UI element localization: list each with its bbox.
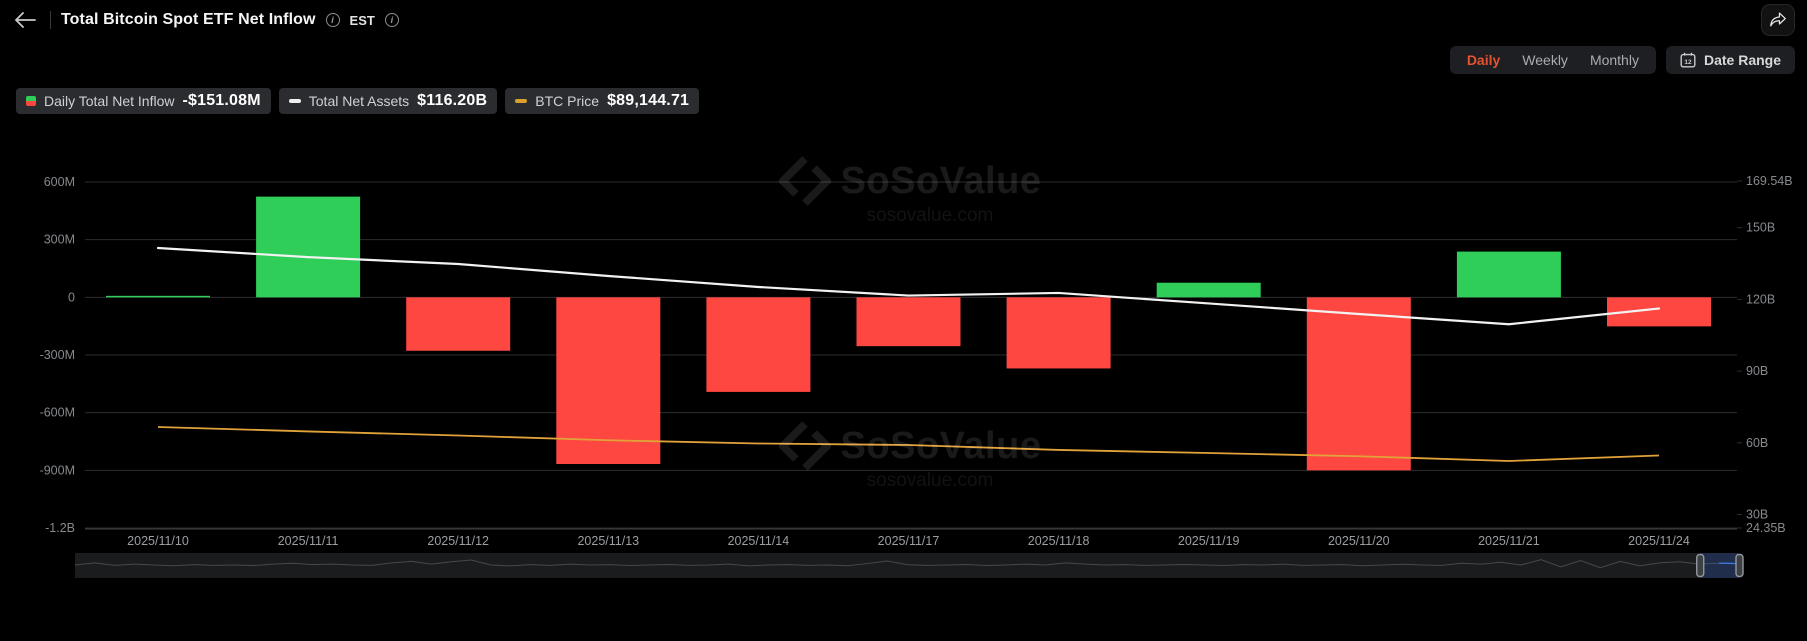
x-axis-label: 2025/11/12 [427,534,489,548]
right-axis-label: 120B [1746,292,1775,306]
x-axis-label: 2025/11/20 [1328,534,1390,548]
share-icon [1770,12,1786,27]
minimap-handle-left[interactable] [1696,553,1705,578]
back-arrow-icon [15,12,36,28]
x-axis-label: 2025/11/10 [127,534,189,548]
minimap-selection[interactable] [1700,553,1739,578]
controls: Daily Weekly Monthly 12 Date Range [1449,46,1795,74]
right-axis-label: 60B [1746,436,1768,450]
green-red-split-square-icon [26,96,36,106]
tab-monthly[interactable]: Monthly [1579,47,1650,73]
right-axis-label: 150B [1746,221,1775,235]
legend-item-daily-net-inflow[interactable]: Daily Total Net Inflow -$151.08M [16,88,271,114]
timezone-label: EST [349,12,375,28]
calendar-icon: 12 [1680,52,1696,68]
bar-2025/11/18[interactable] [1006,297,1111,369]
minimap-track[interactable] [75,553,1739,578]
minimap-sparkline [74,559,1740,569]
x-axis-label: 2025/11/17 [878,534,940,548]
bar-2025/11/11[interactable] [256,196,361,298]
legend-item-total-net-assets[interactable]: Total Net Assets $116.20B [278,88,498,114]
header-divider [50,11,51,29]
left-axis-label: -300M [40,348,75,362]
header: Total Bitcoin Spot ETF Net Inflow i EST … [10,6,399,34]
x-axis-label: 2025/11/18 [1028,534,1090,548]
back-button[interactable] [10,8,40,32]
bar-2025/11/21[interactable] [1456,251,1561,298]
bar-2025/11/12[interactable] [406,297,511,351]
right-axis-label: 90B [1746,364,1768,378]
share-button[interactable] [1761,4,1795,36]
left-axis-label: -600M [40,406,75,420]
tab-weekly[interactable]: Weekly [1511,47,1579,73]
page-title: Total Bitcoin Spot ETF Net Inflow [61,11,316,28]
x-axis-label: 2025/11/24 [1628,534,1690,548]
svg-text:12: 12 [1684,59,1692,66]
bar-2025/11/20[interactable] [1306,297,1411,471]
daily-net-inflow-value: -$151.08M [182,92,261,109]
x-axis-label: 2025/11/14 [728,534,790,548]
x-axis-label: 2025/11/19 [1178,534,1240,548]
date-range-label: Date Range [1703,52,1781,68]
btc-price-value: $89,144.71 [607,92,690,109]
net-assets-line [156,246,1661,326]
x-axis-label: 2025/11/21 [1478,534,1540,548]
bar-2025/11/13[interactable] [556,297,661,464]
right-axis-label: 24.35B [1746,521,1786,535]
left-axis-label: -1.2B [45,521,75,535]
minimap-handle-right[interactable] [1735,553,1744,578]
orange-dash-icon [515,99,528,103]
right-axis-label: 30B [1746,507,1768,521]
x-axis-label: 2025/11/11 [278,534,339,548]
title-info-icon[interactable]: i [325,13,340,27]
x-axis-label: 2025/11/13 [577,534,639,548]
bar-2025/11/19[interactable] [1156,282,1261,298]
date-range-button[interactable]: 12 Date Range [1665,46,1795,74]
timezone-info-icon[interactable]: i [384,13,399,27]
total-net-assets-value: $116.20B [417,92,488,109]
bar-2025/11/10[interactable] [106,295,210,298]
legend: Daily Total Net Inflow -$151.08M Total N… [16,88,700,114]
interval-tab-group: Daily Weekly Monthly [1449,46,1656,74]
left-axis-label: 600M [44,175,75,189]
bar-2025/11/17[interactable] [856,297,961,347]
bar-2025/11/14[interactable] [706,297,811,392]
legend-item-btc-price[interactable]: BTC Price $89,144.71 [505,88,700,114]
right-axis-label: 169.54B [1746,174,1793,188]
left-axis-label: -900M [40,463,75,477]
tab-daily[interactable]: Daily [1456,47,1511,73]
btc-price-line [157,426,1660,462]
left-axis-label: 300M [44,233,75,247]
white-dash-icon [288,99,301,103]
left-axis-label: 0 [68,290,75,304]
